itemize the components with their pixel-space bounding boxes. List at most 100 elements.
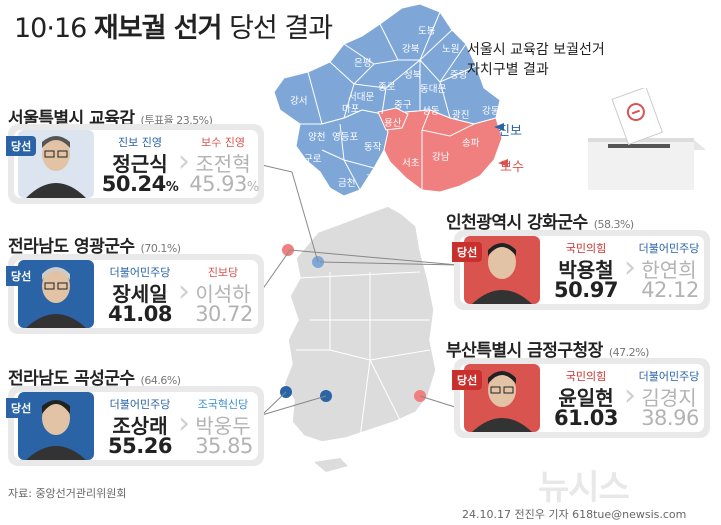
credit-line: 24.10.17 전진우 기자 618tue@newsis.com bbox=[462, 508, 687, 521]
gokseong-winner-photo bbox=[18, 392, 94, 460]
district-yeongdeungpo: 영등포 bbox=[332, 132, 358, 143]
district-jongno: 종로 bbox=[378, 82, 396, 93]
yeonggwang-winner-photo bbox=[18, 260, 94, 328]
ganghwa-elected-badge: 당선 bbox=[452, 242, 483, 262]
map-caption-line1: 서울시 교육감 보궐선거 bbox=[467, 42, 605, 58]
legend-bosu-arrow bbox=[498, 159, 508, 167]
gokseong-winner-name: 조상래 bbox=[112, 414, 168, 438]
seoul-result-card: 당선 진보 진영 정근식 50.24% › 보수 진영 조전혁 45.93% bbox=[6, 124, 264, 204]
geumjeong-winner-name: 윤일현 bbox=[558, 386, 614, 410]
seoul-winner-value: 50.24% bbox=[100, 172, 180, 196]
gokseong-compare-arrow: › bbox=[178, 406, 190, 441]
district-geumcheon: 금천 bbox=[338, 178, 355, 189]
seoul-winner-unit: % bbox=[165, 180, 179, 195]
yeonggwang-result-card: 당선 더불어민주당 장세일 41.08 › 진보당 이석하 30.72 bbox=[6, 254, 264, 334]
map-caption: 서울시 교육감 보궐선거 자치구별 결과 bbox=[467, 40, 605, 80]
ganghwa-section-title: 인천광역시 강화군수 (58.3%) bbox=[446, 208, 634, 233]
gokseong-elected-badge: 당선 bbox=[6, 398, 37, 418]
geumjeong-loser-name: 김경지 bbox=[641, 386, 697, 410]
yeonggwang-turnout: (70.1%) bbox=[140, 242, 182, 255]
seoul-loser-number: 45.93 bbox=[189, 172, 247, 196]
ballot-box-icon bbox=[588, 88, 706, 190]
district-guro: 구로 bbox=[304, 154, 322, 165]
district-seongbuk: 성북 bbox=[404, 70, 422, 81]
geumjeong-winner-photo bbox=[464, 364, 540, 432]
ganghwa-loser-party: 더불어민주당 bbox=[638, 242, 700, 255]
yeonggwang-winner-value: 41.08 bbox=[108, 302, 172, 326]
legend-jinbo-label: 진보 bbox=[498, 124, 522, 139]
yeonggwang-winner-party: 더불어민주당 bbox=[109, 266, 171, 279]
district-gangdong: 강동 bbox=[482, 106, 500, 117]
ganghwa-result-card: 당선 국민의힘 박용철 50.97 › 더불어민주당 한연희 42.12 bbox=[452, 230, 710, 310]
title-sub: 당선 결과 bbox=[229, 13, 333, 44]
seoul-loser-value: 45.93% bbox=[188, 172, 260, 196]
district-dobong: 도봉 bbox=[418, 26, 436, 37]
seoul-winner-photo bbox=[18, 130, 94, 198]
geumjeong-title: 부산특별시 금정구청장 bbox=[446, 341, 603, 361]
district-eunpyeong: 은평 bbox=[354, 58, 371, 69]
gokseong-title: 전라남도 곡성군수 bbox=[8, 369, 135, 389]
district-mapo: 마포 bbox=[342, 104, 360, 115]
district-junggu: 중구 bbox=[394, 100, 412, 111]
yeonggwang-title: 전라남도 영광군수 bbox=[8, 237, 135, 257]
seoul-loser-party: 보수 진영 bbox=[201, 136, 245, 149]
gokseong-winner-party: 더불어민주당 bbox=[109, 398, 171, 411]
gokseong-turnout: (64.6%) bbox=[140, 374, 182, 387]
yeonggwang-winner-name: 장세일 bbox=[112, 282, 168, 306]
ganghwa-winner-value: 50.97 bbox=[554, 278, 618, 302]
gokseong-winner-value: 55.26 bbox=[108, 434, 172, 458]
source-note: 자료: 중앙선거관리위원회 bbox=[8, 487, 127, 500]
page-title: 10·16 재보궐 선거 당선 결과 bbox=[14, 6, 333, 45]
yeonggwang-loser-party: 진보당 bbox=[207, 266, 239, 279]
gokseong-section-title: 전라남도 곡성군수 (64.6%) bbox=[8, 364, 181, 389]
legend-bosu-label: 보수 bbox=[500, 160, 524, 175]
seoul-loser-unit: % bbox=[246, 180, 259, 195]
district-songpa: 송파 bbox=[462, 138, 480, 149]
seoul-winner-name: 정근식 bbox=[112, 152, 168, 176]
district-gangnam: 강남 bbox=[432, 152, 450, 163]
geumjeong-winner-value: 61.03 bbox=[554, 406, 618, 430]
seoul-winner-number: 50.24 bbox=[101, 172, 166, 196]
ganghwa-loser-value: 42.12 bbox=[641, 278, 699, 302]
ganghwa-turnout: (58.3%) bbox=[593, 218, 635, 231]
marker-ganghwa bbox=[282, 244, 294, 256]
geumjeong-result-card: 당선 국민의힘 윤일현 61.03 › 더불어민주당 김경지 38.96 bbox=[452, 358, 710, 438]
ganghwa-title: 인천광역시 강화군수 bbox=[446, 213, 588, 233]
district-gwangjin: 광진 bbox=[452, 109, 469, 121]
geumjeong-loser-party: 더불어민주당 bbox=[638, 370, 700, 383]
district-gangseo: 강서 bbox=[290, 96, 307, 107]
ganghwa-winner-name: 박용철 bbox=[558, 258, 614, 282]
yeonggwang-compare-arrow: › bbox=[178, 274, 190, 309]
district-yongsan: 용산 bbox=[384, 118, 402, 129]
geumjeong-elected-badge: 당선 bbox=[452, 370, 483, 390]
gokseong-loser-value: 35.85 bbox=[195, 434, 253, 458]
district-seongdong: 성동 bbox=[422, 106, 440, 117]
seoul-district-map: 도봉 강북 노원 은평 성북 중랑 종로 동대문 서대문 마포 중구 성동 광진… bbox=[273, 3, 508, 197]
yeonggwang-section-title: 전라남도 영광군수 (70.1%) bbox=[8, 232, 181, 257]
seoul-elected-badge: 당선 bbox=[6, 136, 37, 156]
seoul-loser-name: 조전혁 bbox=[195, 152, 251, 176]
gokseong-loser-party: 조국혁신당 bbox=[197, 398, 249, 411]
district-gangbuk: 강북 bbox=[402, 44, 420, 55]
geumjeong-loser-value: 38.96 bbox=[641, 406, 699, 430]
title-main: 재보궐 선거 bbox=[93, 13, 223, 44]
ganghwa-compare-arrow: › bbox=[624, 250, 636, 285]
yeonggwang-loser-value: 30.72 bbox=[195, 302, 253, 326]
gokseong-result-card: 당선 더불어민주당 조상래 55.26 › 조국혁신당 박웅두 35.85 bbox=[6, 386, 264, 466]
seoul-compare-arrow: › bbox=[178, 144, 190, 179]
geumjeong-section-title: 부산특별시 금정구청장 (47.2%) bbox=[446, 336, 649, 361]
ganghwa-winner-party: 국민의힘 bbox=[565, 242, 607, 255]
newsis-logo: 뉴시스 bbox=[538, 468, 630, 508]
district-nowon: 노원 bbox=[442, 44, 459, 55]
map-caption-line2: 자치구별 결과 bbox=[467, 62, 549, 78]
yeonggwang-loser-name: 이석하 bbox=[195, 282, 251, 306]
yeonggwang-elected-badge: 당선 bbox=[6, 266, 37, 286]
district-seocho: 서초 bbox=[402, 158, 420, 169]
title-date: 10·16 bbox=[14, 13, 87, 44]
geumjeong-winner-party: 국민의힘 bbox=[565, 370, 607, 383]
seoul-south-region bbox=[381, 109, 503, 193]
district-jungnang: 중랑 bbox=[450, 69, 468, 81]
seoul-yongsan bbox=[377, 107, 409, 131]
seoul-turnout: (투표율 23.5%) bbox=[140, 114, 213, 127]
